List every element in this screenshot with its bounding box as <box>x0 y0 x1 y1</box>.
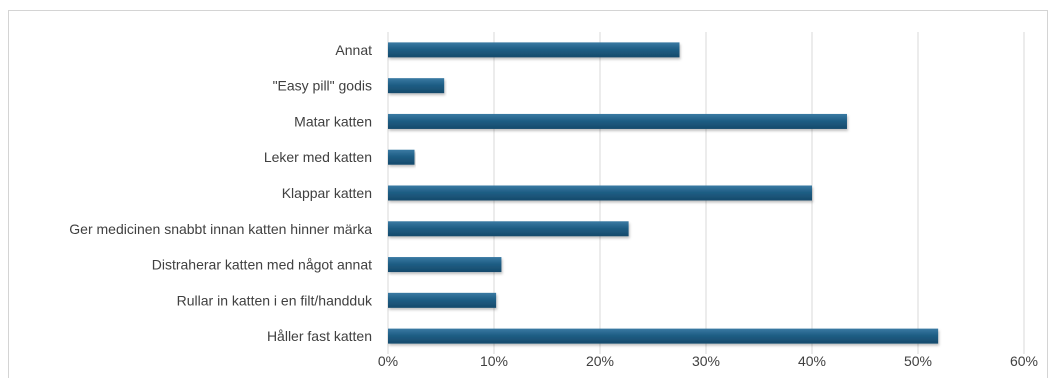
bar <box>388 149 415 165</box>
x-tick-label: 20% <box>586 353 614 369</box>
x-tick-label: 60% <box>1010 353 1038 369</box>
x-tick-label: 10% <box>480 353 508 369</box>
category-label: Håller fast katten <box>267 328 372 344</box>
category-label: Rullar in katten i en filt/handduk <box>177 292 373 308</box>
bar <box>388 113 847 129</box>
category-label: Leker med katten <box>264 149 372 165</box>
bar <box>388 328 939 344</box>
x-tick-label: 0% <box>378 353 398 369</box>
bar <box>388 292 497 308</box>
category-label: "Easy pill" godis <box>273 78 372 94</box>
category-label: Annat <box>335 42 372 58</box>
category-labels: Annat "Easy pill" godis Matar katten Leker … <box>69 42 373 344</box>
x-tick-label: 30% <box>692 353 720 369</box>
category-label: Klappar katten <box>282 185 372 201</box>
category-label: Ger medicinen snabbt innan katten hinner… <box>69 221 372 237</box>
category-label: Distraherar katten med något annat <box>152 257 372 273</box>
bar <box>388 257 502 273</box>
bar <box>388 221 629 237</box>
x-tick-label: 40% <box>798 353 826 369</box>
category-label: Matar katten <box>294 113 372 129</box>
bar <box>388 78 445 94</box>
bar <box>388 185 812 201</box>
bar <box>388 42 680 58</box>
bar-layer <box>388 42 939 344</box>
x-tick-label: 50% <box>904 353 932 369</box>
x-axis-ticks: 0% 10% 20% 30% 40% 50% 60% <box>378 353 1038 369</box>
